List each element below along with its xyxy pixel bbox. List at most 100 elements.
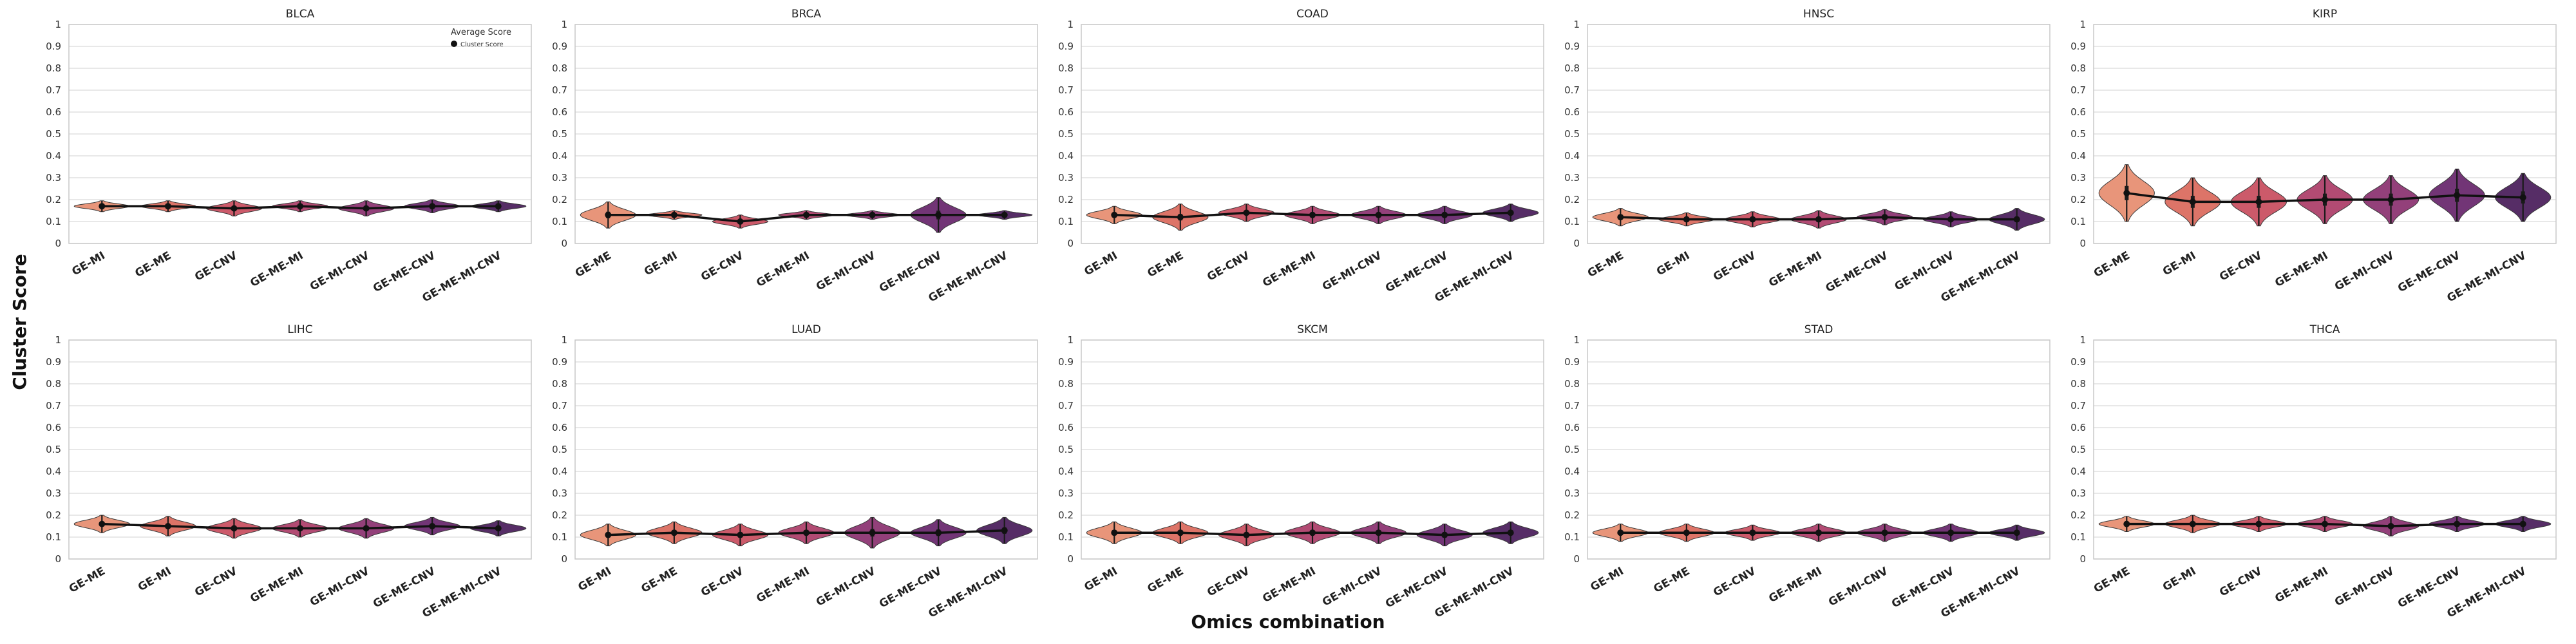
x-tick-label: GE-ME-CNV	[1383, 249, 1450, 296]
average-score-point	[1617, 214, 1624, 221]
average-score-point	[1243, 209, 1250, 216]
y-tick-label: 0	[55, 238, 61, 249]
y-tick-label: 0.2	[2070, 509, 2086, 521]
y-tick-label: 0.5	[552, 128, 567, 140]
y-tick-label: 0.1	[1058, 531, 1074, 543]
x-tick-label: GE-MI-CNV	[1893, 249, 1957, 294]
x-tick-label: GE-ME	[133, 249, 173, 280]
average-score-point	[297, 525, 303, 532]
panels: 0 0.1 0.2 0.3 0.4 0.5 0.6 0.7 0.8 0.9 1 BLCA GE-MI GE…	[46, 8, 2557, 621]
x-tick-label: GE-MI-CNV	[2333, 249, 2397, 294]
y-tick-label: 0.9	[1058, 356, 1074, 368]
y-tick-label: 0.6	[1564, 106, 1580, 118]
average-score-point	[1749, 216, 1756, 223]
average-score-point	[1617, 529, 1624, 536]
average-score-point	[2519, 194, 2526, 201]
average-score-point	[1001, 211, 1008, 218]
y-tick-label: 0.6	[46, 422, 61, 433]
average-score-point	[2519, 520, 2526, 527]
y-tick-label: 0.8	[1058, 378, 1074, 390]
x-tick-label: GE-ME-MI	[1766, 249, 1824, 290]
average-score-point	[1375, 529, 1382, 536]
average-score-point	[2454, 520, 2461, 527]
average-score-point	[869, 529, 876, 536]
y-tick-label: 0.4	[1058, 466, 1074, 477]
x-tick-label: GE-ME	[1586, 249, 1626, 280]
panel-frame	[68, 339, 532, 560]
x-tick-label: GE-MI	[1082, 249, 1119, 278]
y-tick-label: 0.1	[2070, 531, 2086, 543]
y-tick-label: 0.8	[2070, 62, 2086, 74]
legend-item-label: Cluster Score	[460, 41, 504, 48]
y-tick-label: 0.7	[2070, 84, 2086, 96]
y-tick-label: 0	[1067, 238, 1074, 249]
average-score-point	[2123, 189, 2130, 196]
y-tick-label: 0.1	[46, 216, 61, 227]
y-tick-label: 0.2	[2070, 194, 2086, 205]
average-score-point	[1177, 214, 1184, 221]
y-tick-label: 0.9	[46, 41, 61, 52]
panel-title: STAD	[1804, 323, 1833, 336]
y-tick-label: 0.9	[1058, 41, 1074, 52]
average-score-point	[1947, 529, 1955, 536]
panel-frame	[1587, 24, 2050, 244]
x-tick-label: GE-MI-CNV	[1320, 565, 1385, 609]
y-tick-label: 0.5	[46, 128, 61, 140]
x-tick-label: GE-MI	[1082, 565, 1119, 594]
average-score-point	[99, 520, 106, 527]
average-score-point	[1309, 529, 1316, 536]
average-score-point	[869, 211, 876, 218]
x-tick-label: GE-ME	[573, 249, 614, 280]
average-score-point	[429, 523, 436, 529]
average-score-point	[495, 525, 502, 532]
y-tick-label: 0.4	[46, 150, 61, 162]
y-tick-label: 0.4	[552, 150, 567, 162]
y-tick-label: 0.4	[1564, 466, 1580, 477]
y-tick-label: 0.8	[1564, 378, 1580, 390]
y-tick-label: 1	[1573, 334, 1580, 346]
x-tick-label: GE-ME	[1651, 565, 1692, 596]
x-tick-label: GE-CNV	[1205, 249, 1253, 284]
average-score-point	[1507, 529, 1514, 536]
x-tick-label: GE-CNV	[699, 249, 746, 284]
y-tick-label: 0.3	[2070, 172, 2086, 184]
y-tick-label: 0.8	[1058, 62, 1074, 74]
y-tick-label: 0.4	[1564, 150, 1580, 162]
average-score-point	[803, 529, 810, 536]
y-tick-label: 0.5	[2070, 128, 2086, 140]
average-score-point	[2387, 523, 2394, 529]
y-tick-label: 0.3	[2070, 488, 2086, 499]
y-tick-label: 0.9	[1564, 356, 1580, 368]
panel-frame	[1081, 24, 1544, 244]
y-tick-label: 1	[561, 19, 567, 30]
y-tick-label: 1	[1573, 19, 1580, 30]
y-tick-label: 0.2	[552, 194, 567, 205]
x-tick-label: GE-ME-MI	[1260, 565, 1318, 605]
x-tick-label: GE-MI	[1654, 249, 1692, 278]
panel-luad: 0 0.1 0.2 0.3 0.4 0.5 0.6 0.7 0.8 0.9 1 LUAD GE-MI GE…	[552, 323, 1038, 621]
average-score-point	[363, 205, 370, 212]
average-score-point	[1177, 529, 1184, 536]
x-tick-label: GE-MI-CNV	[1320, 249, 1385, 294]
average-score-point	[2189, 198, 2196, 205]
y-tick-label: 0.8	[2070, 378, 2086, 390]
y-tick-label: 0	[2079, 238, 2086, 249]
panel-frame	[1081, 339, 1544, 560]
y-tick-label: 0.3	[1564, 172, 1580, 184]
y-tick-label: 0.1	[46, 531, 61, 543]
y-tick-label: 1	[55, 19, 61, 30]
average-score-point	[737, 531, 744, 538]
y-tick-label: 0.2	[1564, 194, 1580, 205]
y-tick-label: 0.1	[1564, 531, 1580, 543]
legend: Average Score Cluster Score	[451, 28, 511, 48]
x-tick-label: GE-MI	[70, 249, 107, 278]
y-tick-label: 0.1	[552, 216, 567, 227]
y-tick-label: 0.2	[46, 194, 61, 205]
panel-blca: 0 0.1 0.2 0.3 0.4 0.5 0.6 0.7 0.8 0.9 1 BLCA GE-MI GE…	[46, 8, 532, 305]
y-tick-label: 0.6	[552, 422, 567, 433]
average-score-point	[1881, 529, 1888, 536]
y-tick-label: 0.6	[1058, 422, 1074, 433]
y-tick-label: 0.5	[1564, 444, 1580, 455]
panel-skcm: 0 0.1 0.2 0.3 0.4 0.5 0.6 0.7 0.8 0.9 1 SKCM GE-MI GE…	[1058, 323, 1544, 621]
x-tick-label: GE-CNV	[2217, 565, 2265, 600]
